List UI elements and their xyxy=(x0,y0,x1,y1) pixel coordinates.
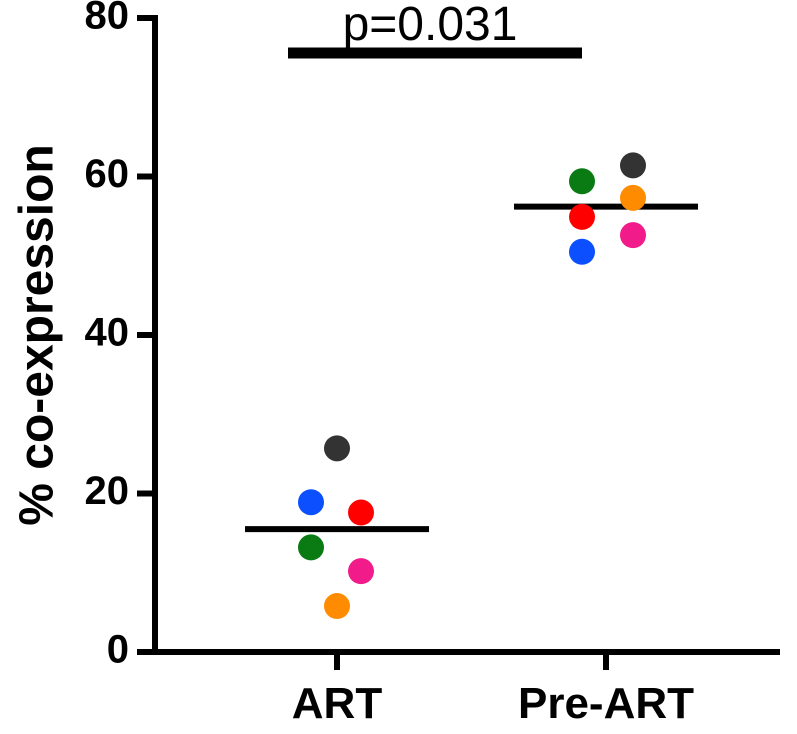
median-lines xyxy=(245,203,698,533)
x-category-label: ART xyxy=(292,679,383,728)
significance-annotation: p=0.031 xyxy=(288,0,582,59)
axes xyxy=(152,15,780,655)
y-tick-label: 80 xyxy=(85,0,130,38)
p-value-label: p=0.031 xyxy=(343,0,518,51)
y-axis-label-group: % co-expression xyxy=(11,144,64,525)
data-point xyxy=(324,593,350,620)
data-points xyxy=(298,152,646,620)
data-point xyxy=(298,489,324,516)
data-point xyxy=(298,534,324,561)
y-tick-label: 0 xyxy=(107,628,129,672)
y-ticks: 0 20 40 60 80 xyxy=(85,0,155,672)
x-category-label: Pre-ART xyxy=(518,679,694,728)
data-point xyxy=(324,435,350,462)
data-point xyxy=(620,222,646,249)
data-point xyxy=(569,203,595,230)
data-point xyxy=(569,238,595,265)
x-categories: ART Pre-ART xyxy=(292,652,694,728)
data-point xyxy=(620,152,646,179)
y-tick-label: 40 xyxy=(85,311,130,355)
data-point xyxy=(569,168,595,195)
data-point xyxy=(348,499,374,526)
data-point xyxy=(620,184,646,211)
y-tick-label: 60 xyxy=(85,152,130,196)
data-point xyxy=(348,558,374,585)
y-axis-label: % co-expression xyxy=(11,144,64,525)
y-tick-label: 20 xyxy=(85,469,130,513)
